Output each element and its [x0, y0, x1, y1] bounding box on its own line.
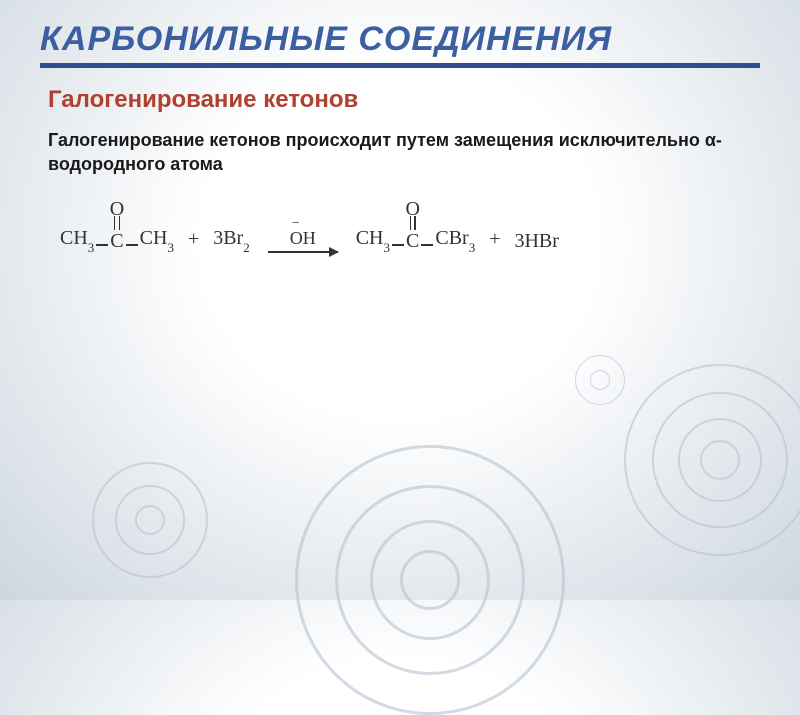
product-hbr: 3HBr [514, 230, 558, 253]
slide-subtitle: Галогенирование кетонов [40, 86, 760, 114]
reaction-arrow: − OH [268, 228, 338, 253]
chemical-equation: CH3 O C CH3 + 3Br2 − OH CH3 [40, 227, 760, 253]
slide: КАРБОНИЛЬНЫЕ СОЕДИНЕНИЯ Галогенирование … [0, 0, 800, 600]
body-text: Галогенирование кетонов происходит путем… [40, 128, 760, 177]
title-underline [40, 63, 760, 68]
slide-title: КАРБОНИЛЬНЫЕ СОЕДИНЕНИЯ [40, 20, 760, 59]
reagent-acetone: CH3 O C CH3 [60, 227, 174, 253]
plus-sign: + [188, 228, 199, 251]
reagent-bromine: 3Br2 [213, 227, 250, 253]
plus-sign: + [489, 228, 500, 251]
product-tribromoacetone: CH3 O C CBr3 [356, 227, 475, 253]
